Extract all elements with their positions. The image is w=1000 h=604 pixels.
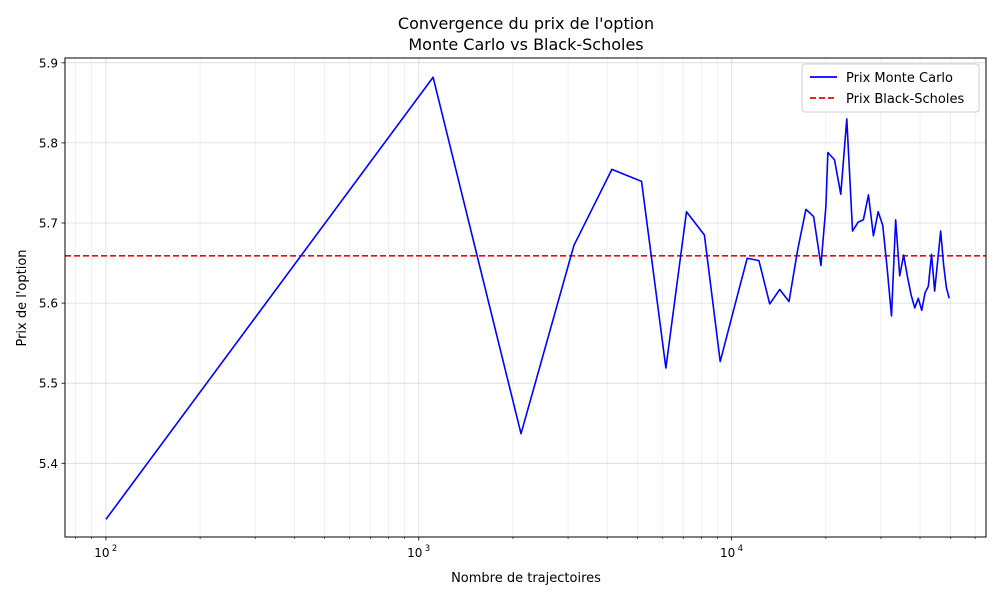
legend-box bbox=[801, 63, 980, 113]
x-tick-label: 10 bbox=[407, 546, 422, 560]
y-tick-label: 5.6 bbox=[39, 297, 58, 311]
y-tick-label: 5.7 bbox=[39, 217, 58, 231]
plot-area-frame bbox=[64, 57, 987, 538]
x-tick-exponent: 2 bbox=[112, 544, 117, 554]
series-line-monte-carlo bbox=[105, 76, 951, 520]
series-layer bbox=[105, 76, 951, 520]
legend: Prix Monte Carlo Prix Black-Scholes bbox=[801, 63, 980, 113]
y-axis-label: Prix de l'option bbox=[15, 249, 30, 346]
y-tick-label: 5.4 bbox=[39, 457, 58, 471]
x-tick-label: 10 bbox=[720, 546, 735, 560]
x-tick-label: 10 bbox=[94, 546, 109, 560]
y-tick-label: 5.9 bbox=[39, 56, 58, 70]
chart-subtitle: Monte Carlo vs Black-Scholes bbox=[408, 35, 643, 54]
y-tick-label: 5.8 bbox=[39, 136, 58, 150]
y-axis-ticks: 5.4 5.5 5.6 5.7 5.8 5.9 bbox=[39, 56, 65, 471]
legend-label-black-scholes: Prix Black-Scholes bbox=[846, 92, 964, 107]
x-tick-exponent: 3 bbox=[425, 544, 430, 554]
x-axis-label: Nombre de trajectoires bbox=[451, 571, 601, 586]
y-tick-label: 5.5 bbox=[39, 377, 58, 391]
chart-title: Convergence du prix de l'option bbox=[398, 14, 654, 33]
x-axis-ticks: 10 2 10 3 10 4 bbox=[75, 537, 976, 560]
legend-label-monte-carlo: Prix Monte Carlo bbox=[846, 71, 953, 86]
x-tick-exponent: 4 bbox=[738, 544, 743, 554]
